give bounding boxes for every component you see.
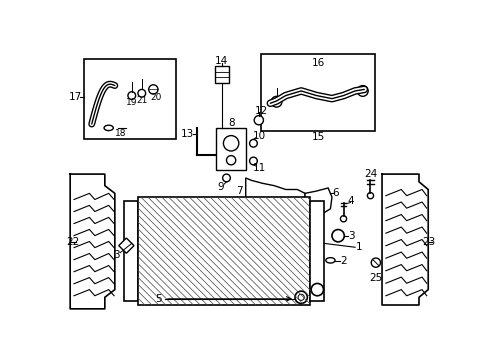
Ellipse shape [104,125,113,131]
Bar [119,238,134,253]
Text: 17: 17 [69,92,82,102]
Bar [138,197,311,305]
Text: 14: 14 [215,56,228,66]
Circle shape [223,136,239,151]
Text: 21: 21 [136,96,147,105]
Circle shape [368,193,373,199]
Bar [124,201,138,301]
Text: 10: 10 [253,131,266,141]
Bar [217,128,245,170]
Ellipse shape [326,258,335,263]
Text: 23: 23 [423,237,436,247]
Text: 1: 1 [356,242,362,252]
Circle shape [128,92,136,99]
Bar [215,66,229,83]
Text: 16: 16 [312,58,325,68]
Text: 4: 4 [347,196,354,206]
Circle shape [271,96,282,107]
Bar [311,201,324,301]
Text: 25: 25 [369,273,383,283]
Circle shape [249,157,257,165]
Circle shape [357,86,368,96]
Circle shape [138,89,146,97]
Text: 3: 3 [113,250,120,260]
Polygon shape [305,188,332,213]
Circle shape [313,203,323,214]
Text: 3: 3 [348,231,355,241]
Circle shape [254,116,264,125]
Bar [84,59,176,139]
Bar [261,54,375,131]
Circle shape [149,85,158,94]
Circle shape [298,294,304,300]
Text: 5: 5 [155,294,162,304]
Text: 2: 2 [340,256,347,266]
Circle shape [226,156,236,165]
Ellipse shape [222,174,230,182]
Text: 12: 12 [254,106,268,116]
Text: 18: 18 [115,129,126,138]
Circle shape [332,230,344,242]
Circle shape [295,291,307,303]
Text: 9: 9 [217,182,223,192]
Text: 11: 11 [253,163,266,173]
Text: 20: 20 [151,93,162,102]
Text: 8: 8 [228,118,234,128]
Circle shape [341,216,346,222]
Text: 22: 22 [66,237,79,247]
Text: 19: 19 [126,98,138,107]
Circle shape [371,258,381,267]
Text: 15: 15 [312,132,325,142]
Polygon shape [245,178,305,211]
Text: 24: 24 [364,169,377,179]
Text: 7: 7 [236,186,243,196]
Circle shape [249,139,257,147]
Text: 13: 13 [181,129,194,139]
Text: 6: 6 [333,188,339,198]
Circle shape [311,283,323,296]
